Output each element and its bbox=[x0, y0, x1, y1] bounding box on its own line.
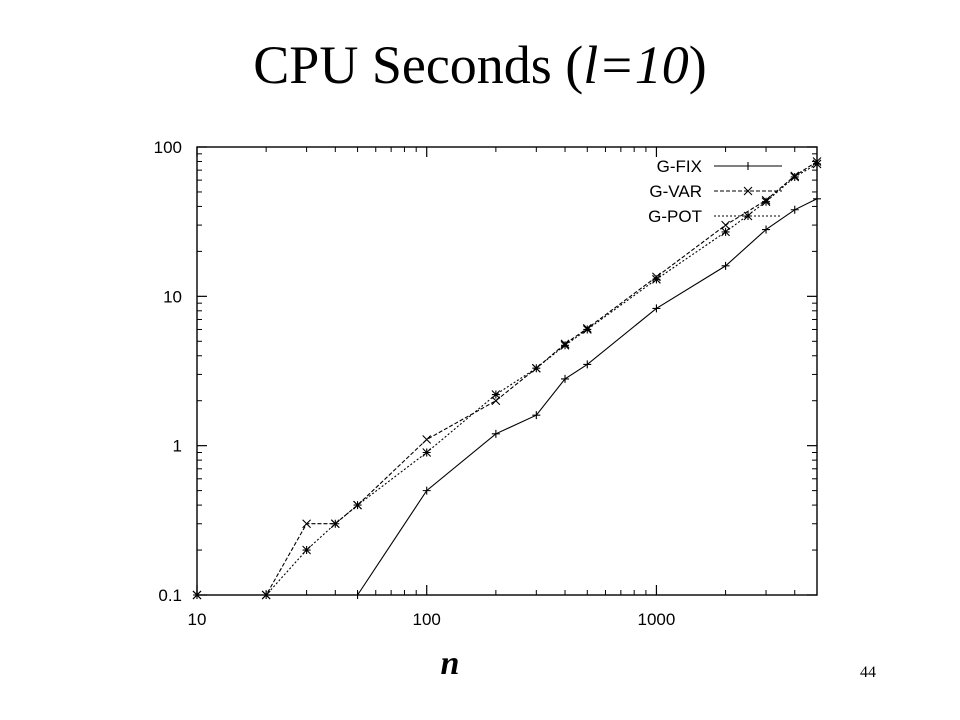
data-point-g-pot bbox=[353, 500, 362, 510]
series-line-g-fix bbox=[357, 198, 818, 596]
slide-title: CPU Seconds (l=10) bbox=[0, 35, 960, 95]
y-tick-label: 0.1 bbox=[158, 586, 182, 605]
y-tick-label: 10 bbox=[163, 287, 182, 306]
data-point-g-pot bbox=[582, 325, 592, 334]
page-number: 44 bbox=[860, 664, 876, 681]
data-point-g-var bbox=[721, 220, 730, 230]
data-point-g-pot bbox=[790, 172, 800, 182]
data-point-g-fix bbox=[790, 205, 799, 214]
data-point-g-pot bbox=[812, 159, 822, 169]
data-point-g-pot bbox=[560, 340, 570, 350]
plot-frame bbox=[196, 146, 818, 596]
y-tick-label: 100 bbox=[154, 138, 182, 157]
data-point-g-pot bbox=[261, 590, 271, 600]
data-point-g-fix bbox=[353, 591, 362, 599]
data-point-g-pot bbox=[192, 590, 202, 600]
x-axis-title: n bbox=[440, 645, 460, 682]
data-point-g-fix bbox=[652, 304, 661, 313]
data-point-g-fix bbox=[721, 261, 730, 270]
legend-marker-g-pot bbox=[743, 211, 753, 221]
data-point-g-fix bbox=[532, 411, 541, 420]
data-point-g-pot bbox=[652, 274, 661, 284]
data-point-g-pot bbox=[422, 448, 432, 457]
legend-label-g-pot: G-POT bbox=[648, 207, 702, 226]
legend-marker-g-var bbox=[743, 186, 753, 196]
data-point-g-fix bbox=[561, 374, 570, 383]
title-suffix: ) bbox=[688, 35, 707, 95]
legend-label-g-var: G-VAR bbox=[649, 182, 702, 201]
data-point-g-fix bbox=[813, 194, 821, 203]
y-tick-label: 1 bbox=[173, 437, 182, 456]
data-point-g-pot bbox=[302, 545, 311, 555]
data-point-g-pot bbox=[531, 363, 541, 373]
data-point-g-fix bbox=[583, 360, 592, 369]
data-point-g-fix bbox=[762, 225, 771, 234]
data-point-g-pot bbox=[491, 390, 501, 399]
legend-marker-g-fix bbox=[744, 162, 752, 170]
x-tick-label: 100 bbox=[413, 610, 441, 629]
data-point-g-fix bbox=[491, 429, 500, 438]
title-variable: l=10 bbox=[583, 35, 689, 95]
data-point-g-pot bbox=[761, 197, 771, 207]
data-point-g-var bbox=[422, 435, 432, 444]
title-prefix: CPU Seconds ( bbox=[253, 35, 584, 95]
x-tick-label: 10 bbox=[188, 610, 207, 629]
series-line-g-pot bbox=[197, 163, 818, 596]
data-point-g-pot bbox=[330, 519, 340, 529]
legend-label-g-fix: G-FIX bbox=[657, 157, 702, 176]
data-point-g-fix bbox=[422, 486, 431, 495]
x-tick-label: 1000 bbox=[638, 610, 676, 629]
data-point-g-var bbox=[302, 519, 311, 529]
data-point-g-var bbox=[491, 396, 501, 406]
data-point-g-pot bbox=[721, 227, 730, 237]
